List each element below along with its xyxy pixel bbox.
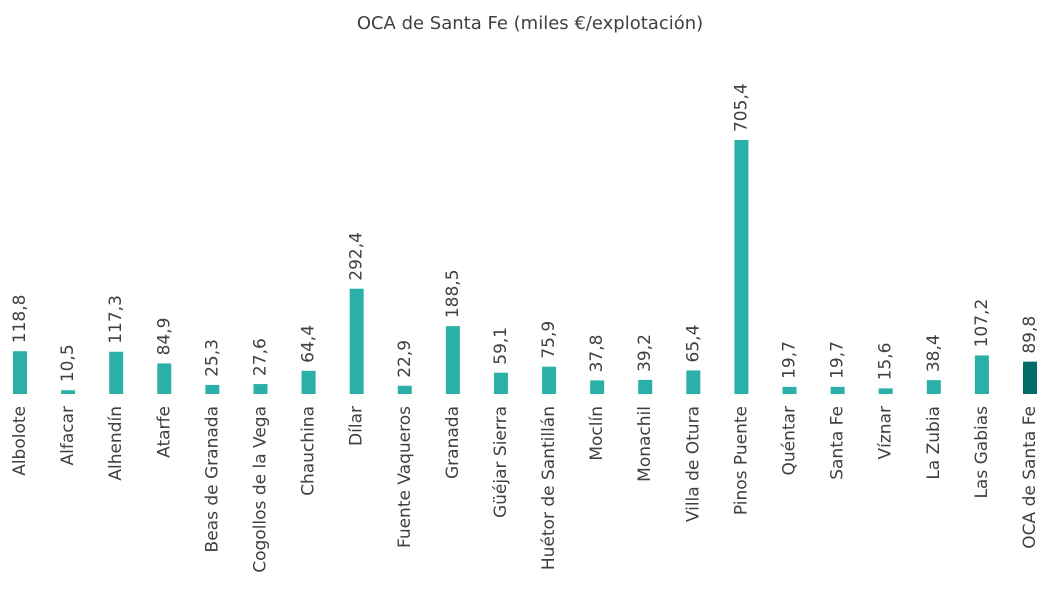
value-label: 705,4 <box>731 83 751 132</box>
bar <box>782 386 797 394</box>
value-label: 59,1 <box>491 327 511 365</box>
bar <box>1023 361 1037 394</box>
value-label: 65,4 <box>683 325 703 363</box>
x-tick-label: Cogollos de la Vega <box>250 406 270 573</box>
x-tick-label: Albolote <box>10 406 30 476</box>
x-tick-label: Beas de Granada <box>202 406 222 552</box>
x-tick-label: Víznar <box>876 406 896 459</box>
value-label: 292,4 <box>347 232 367 281</box>
value-label: 38,4 <box>924 334 944 372</box>
x-tick-label: Fuente Vaqueros <box>395 406 415 548</box>
x-tick-label: Güéjar Sierra <box>491 406 511 518</box>
bar <box>638 379 653 394</box>
x-tick-label: La Zubia <box>924 406 944 480</box>
value-label: 188,5 <box>443 269 463 318</box>
bar <box>301 370 316 394</box>
x-tick-label: Moclín <box>587 406 607 461</box>
bar <box>926 380 941 394</box>
bar <box>397 385 412 394</box>
value-label: 89,8 <box>1020 316 1040 354</box>
bar <box>974 355 989 394</box>
value-label: 117,3 <box>106 295 126 344</box>
value-label: 37,8 <box>587 335 607 373</box>
value-label: 10,5 <box>58 344 78 382</box>
x-tick-label: Alhendín <box>106 406 126 481</box>
value-label: 19,7 <box>828 341 848 379</box>
bar <box>205 384 220 394</box>
bar <box>734 140 749 394</box>
bar <box>493 372 508 394</box>
bar <box>349 288 364 394</box>
value-label: 19,7 <box>780 341 800 379</box>
x-tick-label: Dílar <box>347 406 367 446</box>
bar <box>878 388 893 394</box>
value-label: 75,9 <box>539 321 559 359</box>
x-tick-label: Granada <box>443 406 463 479</box>
bar <box>253 384 268 394</box>
x-tick-label: Santa Fe <box>828 406 848 480</box>
value-label: 25,3 <box>202 339 222 377</box>
bar <box>542 366 557 394</box>
value-label: 39,2 <box>635 334 655 372</box>
value-label: 22,9 <box>395 340 415 378</box>
value-label: 118,8 <box>10 295 30 344</box>
bar <box>830 386 845 394</box>
x-tick-label: Atarfe <box>154 406 174 458</box>
bar <box>157 363 172 394</box>
bar <box>445 326 460 394</box>
x-tick-label: Quéntar <box>780 406 800 475</box>
value-label: 64,4 <box>299 325 319 363</box>
bar <box>109 351 124 394</box>
x-tick-label: Las Gabias <box>972 406 992 499</box>
bar <box>686 370 701 394</box>
value-label: 27,6 <box>250 338 270 376</box>
value-label: 15,6 <box>876 343 896 381</box>
value-label: 107,2 <box>972 299 992 348</box>
x-tick-label: Monachil <box>635 406 655 482</box>
x-tick-label: Alfacar <box>58 406 78 466</box>
bar <box>61 390 76 394</box>
bar <box>590 380 605 394</box>
x-tick-label: Pinos Puente <box>731 406 751 515</box>
x-tick-label: Chauchina <box>299 406 319 496</box>
bar <box>13 351 27 394</box>
x-tick-label: Huétor de Santillán <box>539 406 559 570</box>
x-tick-label: Villa de Otura <box>683 406 703 522</box>
chart-title: OCA de Santa Fe (miles €/explotación) <box>357 13 703 34</box>
x-tick-label: OCA de Santa Fe <box>1020 406 1040 549</box>
value-label: 84,9 <box>154 318 174 356</box>
